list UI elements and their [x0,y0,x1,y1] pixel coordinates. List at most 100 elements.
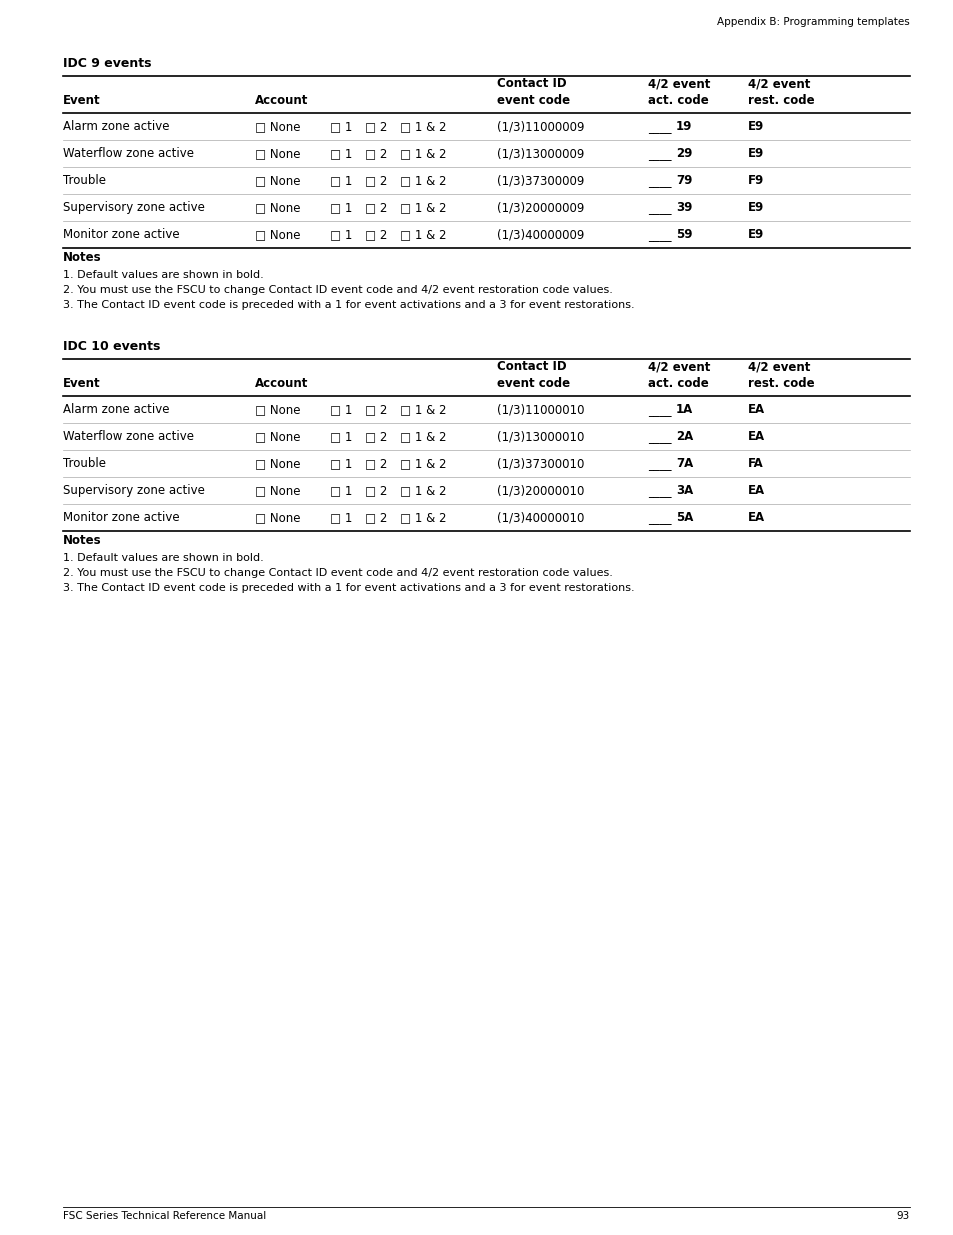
Text: □ 1 & 2: □ 1 & 2 [399,430,446,443]
Text: 59: 59 [676,228,692,241]
Text: 79: 79 [676,174,692,186]
Text: FA: FA [747,457,763,471]
Text: Monitor zone active: Monitor zone active [63,511,179,524]
Text: 1. Default values are shown in bold.: 1. Default values are shown in bold. [63,270,263,280]
Text: □ 1: □ 1 [330,201,352,214]
Text: IDC 10 events: IDC 10 events [63,340,160,353]
Text: (1/3)11000010: (1/3)11000010 [497,403,584,416]
Text: Monitor zone active: Monitor zone active [63,228,179,241]
Text: 4/2 event: 4/2 event [647,359,710,373]
Text: □ 2: □ 2 [365,174,387,186]
Text: Waterflow zone active: Waterflow zone active [63,147,193,161]
Text: E9: E9 [747,147,763,161]
Text: □ None: □ None [254,403,300,416]
Text: 5A: 5A [676,511,693,524]
Text: Waterflow zone active: Waterflow zone active [63,430,193,443]
Text: Notes: Notes [63,534,102,547]
Text: 1A: 1A [676,403,693,416]
Text: □ None: □ None [254,147,300,161]
Text: Trouble: Trouble [63,457,106,471]
Text: Appendix B: Programming templates: Appendix B: Programming templates [717,17,909,27]
Text: □ None: □ None [254,228,300,241]
Text: 4/2 event: 4/2 event [747,359,809,373]
Text: Event: Event [63,377,100,390]
Text: 93: 93 [896,1212,909,1221]
Text: □ 2: □ 2 [365,147,387,161]
Text: □ 2: □ 2 [365,403,387,416]
Text: □ 1: □ 1 [330,174,352,186]
Text: (1/3)20000010: (1/3)20000010 [497,484,584,496]
Text: Supervisory zone active: Supervisory zone active [63,484,205,496]
Text: □ 2: □ 2 [365,484,387,496]
Text: Contact ID: Contact ID [497,77,566,90]
Text: Notes: Notes [63,251,102,264]
Text: act. code: act. code [647,94,708,107]
Text: □ 2: □ 2 [365,201,387,214]
Text: □ 2: □ 2 [365,228,387,241]
Text: event code: event code [497,94,570,107]
Text: Account: Account [254,377,308,390]
Text: act. code: act. code [647,377,708,390]
Text: EA: EA [747,484,764,496]
Text: 1. Default values are shown in bold.: 1. Default values are shown in bold. [63,553,263,563]
Text: □ 1 & 2: □ 1 & 2 [399,201,446,214]
Text: EA: EA [747,430,764,443]
Text: 19: 19 [676,120,692,133]
Text: IDC 9 events: IDC 9 events [63,57,152,70]
Text: 3. The Contact ID event code is preceded with a 1 for event activations and a 3 : 3. The Contact ID event code is preceded… [63,300,634,310]
Text: □ 2: □ 2 [365,430,387,443]
Text: 4/2 event: 4/2 event [747,77,809,90]
Text: □ 1 & 2: □ 1 & 2 [399,403,446,416]
Text: (1/3)13000009: (1/3)13000009 [497,147,584,161]
Text: 4/2 event: 4/2 event [647,77,710,90]
Text: □ 1: □ 1 [330,484,352,496]
Text: event code: event code [497,377,570,390]
Text: □ 1 & 2: □ 1 & 2 [399,147,446,161]
Text: 2. You must use the FSCU to change Contact ID event code and 4/2 event restorati: 2. You must use the FSCU to change Conta… [63,285,612,295]
Text: ____: ____ [647,174,675,186]
Text: □ 2: □ 2 [365,457,387,471]
Text: □ 1: □ 1 [330,120,352,133]
Text: □ 1 & 2: □ 1 & 2 [399,174,446,186]
Text: (1/3)40000009: (1/3)40000009 [497,228,584,241]
Text: Supervisory zone active: Supervisory zone active [63,201,205,214]
Text: □ 1: □ 1 [330,457,352,471]
Text: 29: 29 [676,147,692,161]
Text: FSC Series Technical Reference Manual: FSC Series Technical Reference Manual [63,1212,266,1221]
Text: (1/3)20000009: (1/3)20000009 [497,201,584,214]
Text: □ 2: □ 2 [365,120,387,133]
Text: □ None: □ None [254,484,300,496]
Text: ____: ____ [647,430,675,443]
Text: EA: EA [747,403,764,416]
Text: ____: ____ [647,120,675,133]
Text: Account: Account [254,94,308,107]
Text: □ None: □ None [254,174,300,186]
Text: Contact ID: Contact ID [497,359,566,373]
Text: 7A: 7A [676,457,693,471]
Text: rest. code: rest. code [747,94,814,107]
Text: Trouble: Trouble [63,174,106,186]
Text: (1/3)40000010: (1/3)40000010 [497,511,584,524]
Text: □ 1 & 2: □ 1 & 2 [399,484,446,496]
Text: □ None: □ None [254,120,300,133]
Text: EA: EA [747,511,764,524]
Text: 3. The Contact ID event code is preceded with a 1 for event activations and a 3 : 3. The Contact ID event code is preceded… [63,583,634,593]
Text: □ 1 & 2: □ 1 & 2 [399,120,446,133]
Text: E9: E9 [747,201,763,214]
Text: □ None: □ None [254,511,300,524]
Text: ____: ____ [647,484,675,496]
Text: 3A: 3A [676,484,693,496]
Text: (1/3)11000009: (1/3)11000009 [497,120,584,133]
Text: 39: 39 [676,201,692,214]
Text: □ None: □ None [254,457,300,471]
Text: □ 1: □ 1 [330,430,352,443]
Text: Event: Event [63,94,100,107]
Text: ____: ____ [647,228,675,241]
Text: F9: F9 [747,174,763,186]
Text: □ 1 & 2: □ 1 & 2 [399,228,446,241]
Text: □ 1: □ 1 [330,147,352,161]
Text: 2. You must use the FSCU to change Contact ID event code and 4/2 event restorati: 2. You must use the FSCU to change Conta… [63,568,612,578]
Text: □ 2: □ 2 [365,511,387,524]
Text: □ None: □ None [254,430,300,443]
Text: (1/3)13000010: (1/3)13000010 [497,430,584,443]
